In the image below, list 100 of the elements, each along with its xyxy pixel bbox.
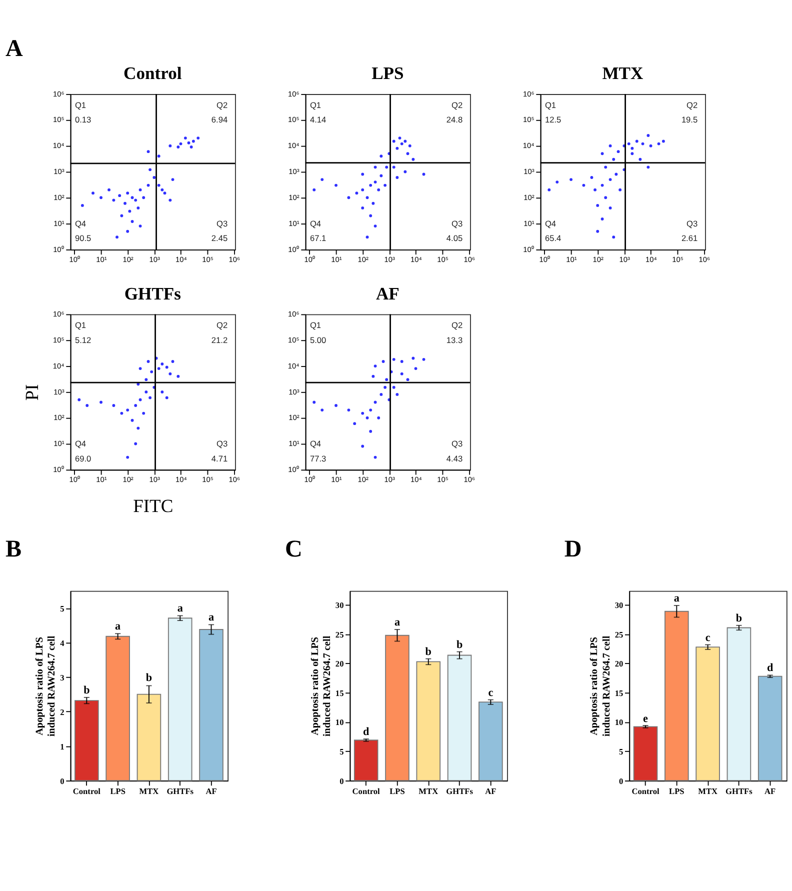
bar bbox=[199, 629, 224, 782]
annotation: 0.13 bbox=[74, 114, 92, 125]
x-tick-label: LPS bbox=[669, 786, 685, 796]
x-tick-label: 10⁶ bbox=[464, 254, 476, 264]
x-tick-label: 10³ bbox=[384, 254, 396, 264]
x-tick-label: GHTFs bbox=[446, 786, 474, 796]
x-tick-label: 10⁵ bbox=[437, 254, 448, 264]
x-tick-label: 10² bbox=[122, 254, 134, 264]
chart-title: GHTFs bbox=[124, 283, 182, 304]
y-tick-label: 10⁰ bbox=[53, 244, 64, 254]
y-tick-label: 10⁴ bbox=[288, 141, 300, 150]
x-tick-label: 10⁵ bbox=[437, 475, 448, 484]
y-tick-label: 10⁵ bbox=[288, 115, 300, 124]
annotation: 2.45 bbox=[211, 233, 228, 244]
y-tick-label: 10³ bbox=[288, 387, 300, 396]
y-tick-label: 5 bbox=[618, 748, 624, 757]
x-tick-label: MTX bbox=[139, 786, 159, 796]
annotation: Q4 bbox=[544, 218, 556, 228]
annotation: Q3 bbox=[452, 438, 463, 449]
x-tick-label: 10³ bbox=[384, 475, 396, 484]
y-tick-label: 30 bbox=[335, 601, 344, 610]
x-tick-label: 10² bbox=[358, 475, 369, 484]
y-tick-label: 0 bbox=[340, 776, 344, 786]
chart-title: AF bbox=[376, 283, 400, 304]
y-tick-label: 10⁰ bbox=[53, 464, 64, 474]
annotation: b bbox=[84, 684, 90, 696]
y-tick-label: 10⁶ bbox=[53, 310, 64, 319]
annotation: a bbox=[177, 602, 184, 615]
annotation: Q4 bbox=[74, 218, 86, 228]
annotation: 2.61 bbox=[681, 233, 698, 244]
annotation: b bbox=[425, 646, 432, 658]
annotation: Q3 bbox=[216, 218, 228, 228]
y-tick-label: 10¹ bbox=[524, 218, 535, 228]
bar bbox=[168, 618, 192, 782]
annotation: Q3 bbox=[216, 438, 228, 449]
annotation: Q4 bbox=[74, 438, 86, 449]
annotation: Q2 bbox=[452, 320, 463, 330]
x-tick-label: 10⁴ bbox=[176, 254, 187, 264]
y-tick-label: 10⁶ bbox=[523, 89, 534, 98]
annotation: Q3 bbox=[452, 218, 463, 228]
x-tick-label: 10⁵ bbox=[672, 254, 684, 264]
x-tick-label: 10⁶ bbox=[464, 475, 476, 484]
y-tick-label: 2 bbox=[60, 708, 64, 717]
y-tick-label: 10⁵ bbox=[53, 335, 64, 344]
chart-title: Control bbox=[124, 63, 182, 84]
y-tick-label: 10⁶ bbox=[53, 89, 64, 98]
annotation: 67.1 bbox=[310, 233, 327, 244]
y-tick-label: 10¹ bbox=[288, 218, 300, 228]
bar bbox=[726, 627, 752, 782]
annotation: 4.43 bbox=[446, 453, 463, 464]
bar bbox=[74, 700, 99, 782]
x-tick-label: GHTFs bbox=[166, 786, 194, 796]
x-tick-label: 10⁰ bbox=[304, 475, 316, 484]
bar bbox=[664, 610, 689, 782]
x-tick-label: 10⁶ bbox=[228, 254, 240, 264]
y-tick-label: 25 bbox=[614, 630, 624, 640]
annotation: Q2 bbox=[216, 320, 228, 330]
text: D bbox=[564, 536, 582, 563]
annotation: 13.3 bbox=[446, 334, 463, 345]
annotation: Q1 bbox=[74, 320, 86, 330]
annotation: c bbox=[705, 632, 710, 644]
bar bbox=[478, 702, 503, 782]
x-tick-label: 10⁰ bbox=[69, 475, 81, 484]
x-tick-label: 10² bbox=[122, 475, 134, 484]
y-axis-title: Apoptosis ratio of LPS induced RAW264.7 cell bbox=[310, 636, 333, 737]
annotation: 19.5 bbox=[681, 114, 698, 125]
x-tick-label: 10¹ bbox=[96, 254, 108, 264]
annotation: Q1 bbox=[74, 100, 86, 110]
annotation: 4.71 bbox=[211, 453, 228, 464]
annotation: Q2 bbox=[686, 100, 698, 110]
x-tick-label: 10³ bbox=[149, 254, 161, 264]
y-tick-label: 10² bbox=[288, 192, 300, 202]
y-tick-label: 3 bbox=[60, 673, 64, 682]
y-tick-label: 10³ bbox=[54, 387, 65, 396]
x-tick-label: LPS bbox=[110, 786, 126, 796]
y-tick-label: 10² bbox=[54, 413, 65, 422]
annotation: 4.05 bbox=[446, 233, 463, 244]
x-tick-label: 10³ bbox=[149, 475, 161, 484]
x-tick-label: MTX bbox=[418, 786, 438, 796]
y-tick-label: 4 bbox=[60, 638, 64, 648]
y-tick-label: 10⁴ bbox=[522, 141, 534, 150]
y-tick-label: 5 bbox=[60, 604, 64, 614]
y-tick-label: 15 bbox=[335, 688, 344, 698]
annotation: Q1 bbox=[544, 100, 556, 110]
y-tick-label: 0 bbox=[60, 776, 64, 786]
annotation: a bbox=[115, 620, 122, 632]
annotation: Q4 bbox=[310, 218, 322, 228]
y-tick-label: 1 bbox=[60, 742, 64, 752]
annotation: 4.14 bbox=[310, 114, 327, 125]
annotation: 12.5 bbox=[544, 114, 562, 125]
annotation: 69.0 bbox=[74, 453, 92, 464]
chart-title: MTX bbox=[602, 63, 644, 84]
bar bbox=[696, 646, 720, 782]
y-tick-label: 20 bbox=[614, 660, 624, 669]
x-tick-label: LPS bbox=[390, 786, 406, 796]
annotation: Q3 bbox=[686, 218, 698, 228]
annotation: Q1 bbox=[310, 320, 322, 330]
annotation: 5.12 bbox=[74, 334, 92, 345]
x-tick-label: 10⁶ bbox=[698, 254, 710, 264]
y-tick-label: 10² bbox=[54, 192, 65, 202]
